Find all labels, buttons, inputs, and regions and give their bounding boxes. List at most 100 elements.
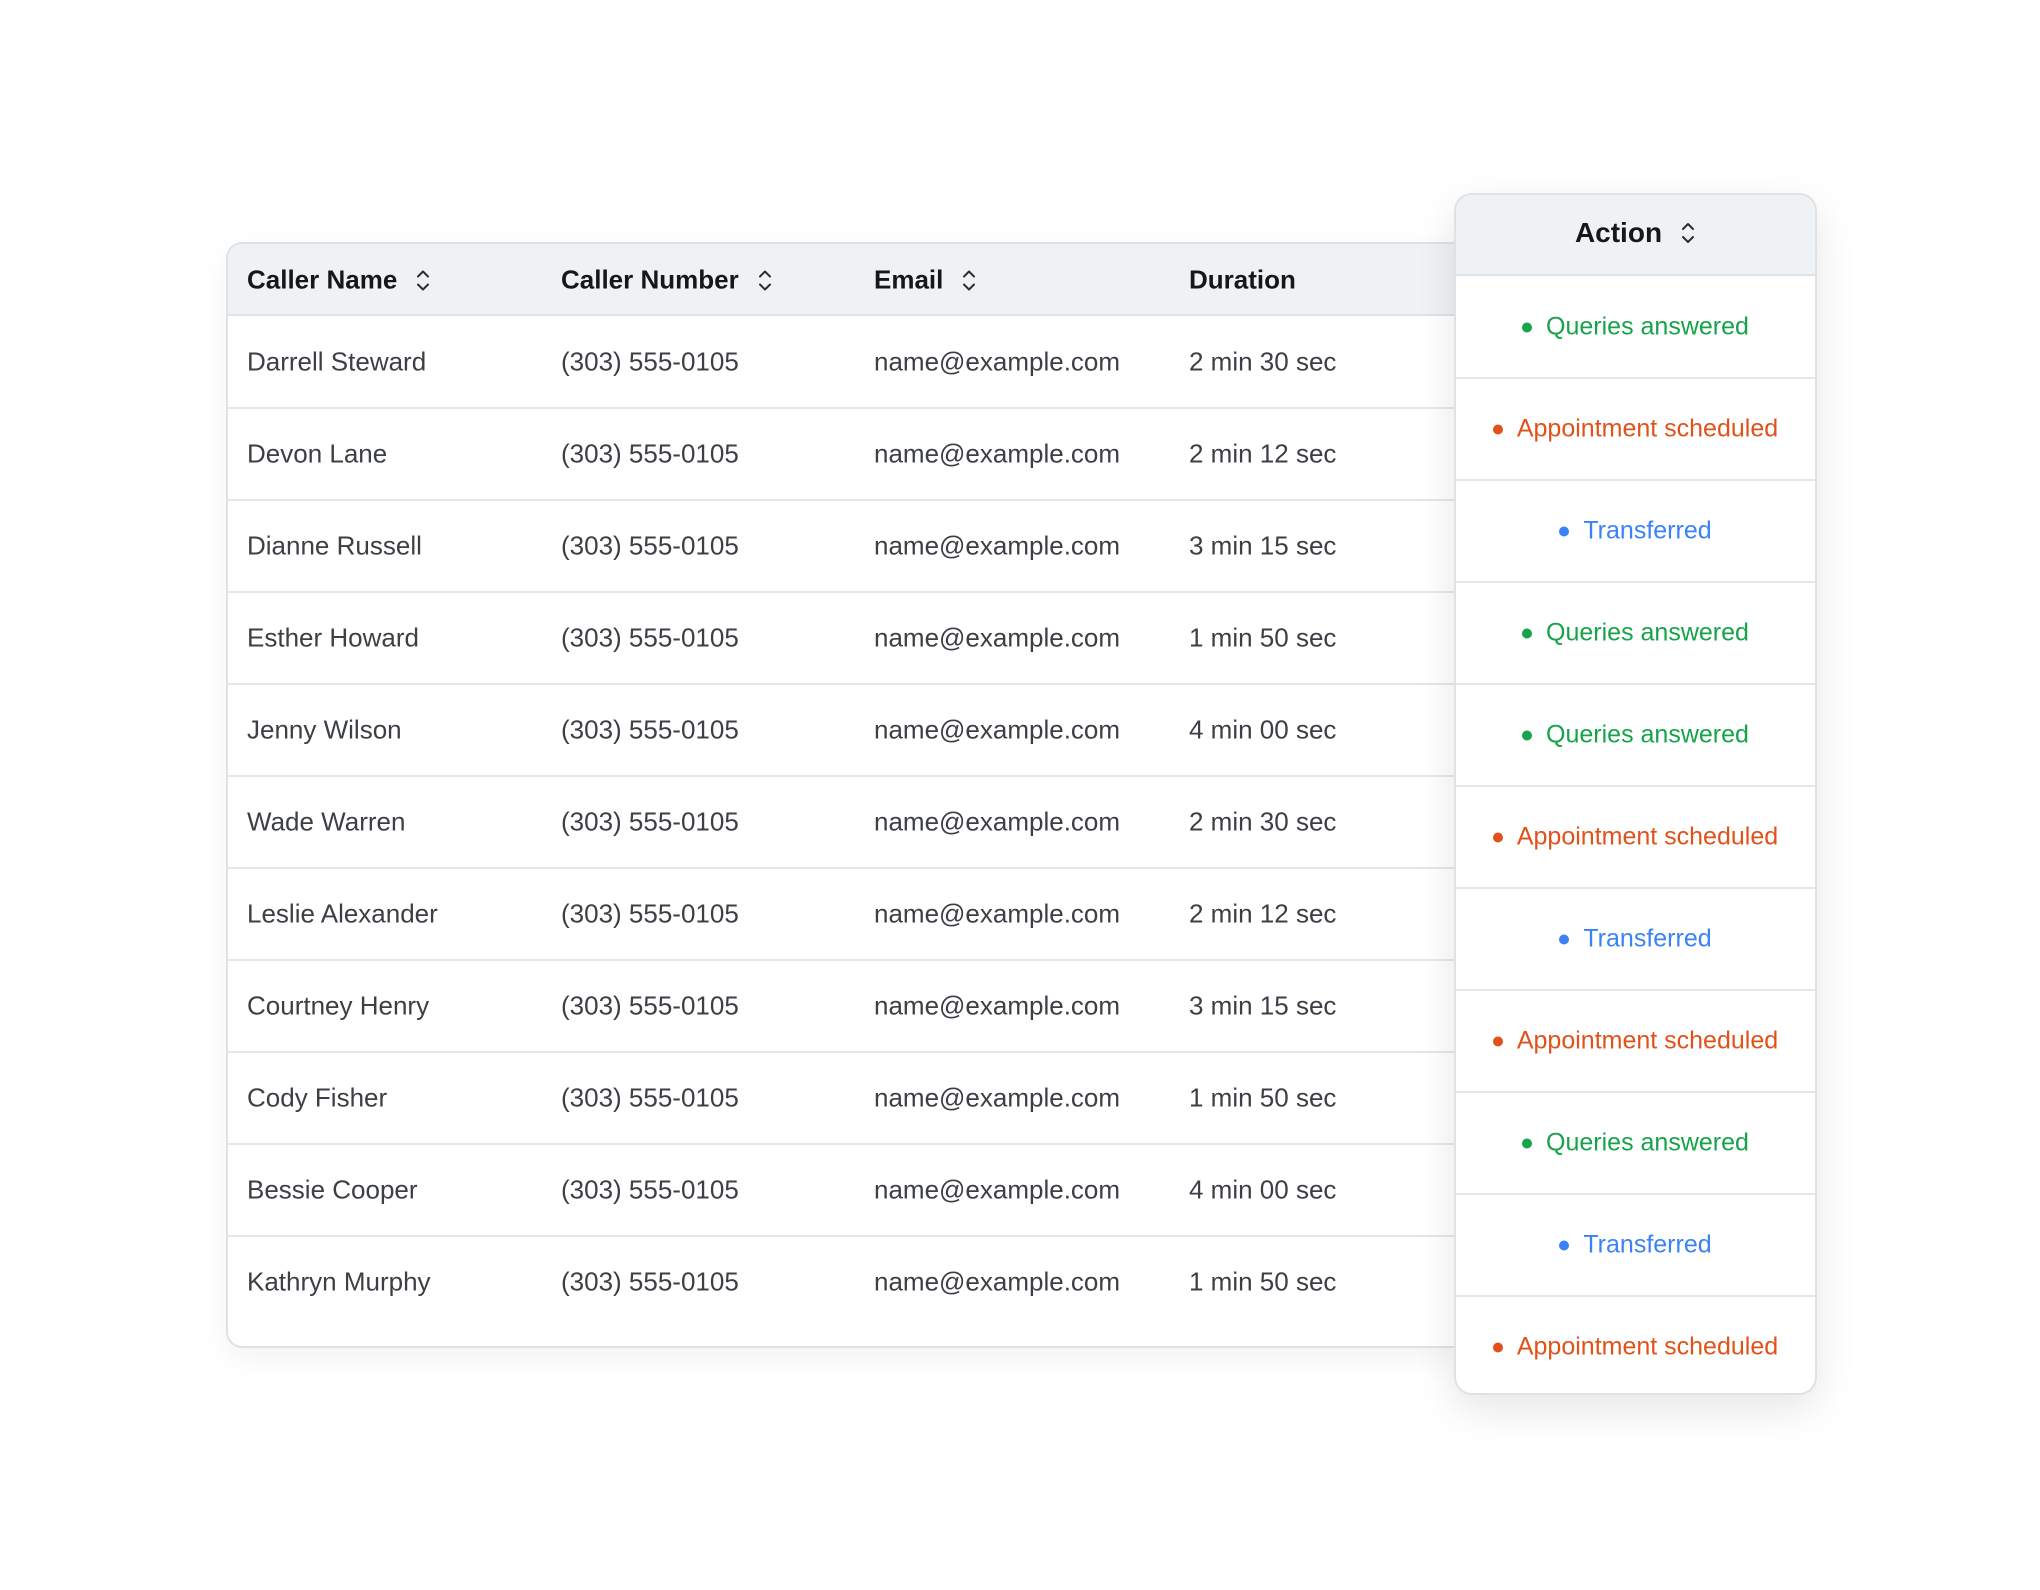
status-dot — [1522, 322, 1533, 332]
table-cell: Leslie Alexander — [247, 898, 438, 929]
status-badge: Queries answered — [1456, 619, 1815, 648]
row-divider — [228, 683, 1466, 685]
status-text: Transferred — [1583, 924, 1712, 953]
table-cell: 3 min 15 sec — [1189, 530, 1337, 561]
row-divider — [1456, 887, 1815, 889]
table-cell: name@example.com — [874, 898, 1121, 929]
status-text: Queries answered — [1546, 618, 1749, 647]
row-divider — [228, 1051, 1466, 1053]
column-header: Duration — [1189, 265, 1296, 296]
status-dot — [1492, 1342, 1503, 1352]
status-dot — [1559, 526, 1570, 536]
table-cell: (303) 555-0105 — [561, 346, 739, 377]
row-divider — [1456, 479, 1815, 481]
table-cell: Dianne Russell — [247, 530, 422, 561]
column-header[interactable]: Caller Number — [561, 265, 773, 296]
status-text: Appointment scheduled — [1516, 822, 1779, 851]
status-text: Queries answered — [1546, 1128, 1749, 1157]
table-cell: name@example.com — [874, 1266, 1121, 1297]
column-header-text: Caller Name — [247, 264, 398, 295]
status-badge: Transferred — [1456, 1231, 1815, 1260]
table-cell: Jenny Wilson — [247, 714, 402, 745]
table-cell: 1 min 50 sec — [1189, 1082, 1337, 1113]
table-cell: 2 min 12 sec — [1189, 438, 1337, 469]
status-dot — [1492, 424, 1503, 434]
status-badge: Appointment scheduled — [1456, 1027, 1815, 1056]
table-cell: (303) 555-0105 — [561, 1174, 739, 1205]
column-header-text: Email — [874, 264, 944, 295]
table-cell: (303) 555-0105 — [561, 714, 739, 745]
action-header: Action — [1456, 195, 1815, 276]
table-cell: Bessie Cooper — [247, 1174, 418, 1205]
table-cell: Courtney Henry — [247, 990, 430, 1021]
table-cell: name@example.com — [874, 1082, 1121, 1113]
table-header: Caller Name Caller Number Email Duration — [228, 244, 1466, 316]
status-dot — [1522, 1138, 1533, 1148]
status-dot — [1559, 934, 1570, 944]
column-header[interactable]: Email — [874, 265, 977, 296]
sort-icon[interactable] — [415, 267, 431, 293]
table-cell: 4 min 00 sec — [1189, 714, 1337, 745]
status-badge: Transferred — [1456, 517, 1815, 546]
status-text: Appointment scheduled — [1516, 1332, 1779, 1361]
row-divider — [228, 591, 1466, 593]
table-cell: (303) 555-0105 — [561, 438, 739, 469]
column-header-text: Action — [1574, 217, 1663, 248]
status-dot — [1522, 730, 1533, 740]
row-divider — [1456, 683, 1815, 685]
table-cell: (303) 555-0105 — [561, 990, 739, 1021]
row-divider — [228, 1143, 1466, 1145]
table-cell: name@example.com — [874, 346, 1121, 377]
row-divider — [1456, 581, 1815, 583]
table-cell: name@example.com — [874, 622, 1121, 653]
row-divider — [1456, 1193, 1815, 1195]
row-divider — [228, 1235, 1466, 1237]
row-divider — [228, 499, 1466, 501]
table-cell: name@example.com — [874, 1174, 1121, 1205]
action-panel: Action Queries answered Appointment sched… — [1454, 193, 1817, 1395]
sort-icon[interactable] — [1680, 220, 1696, 246]
table-cell: (303) 555-0105 — [561, 1082, 739, 1113]
table-cell: (303) 555-0105 — [561, 530, 739, 561]
status-dot — [1492, 1036, 1503, 1046]
row-divider — [228, 867, 1466, 869]
table-cell: name@example.com — [874, 714, 1121, 745]
row-divider — [1456, 989, 1815, 991]
status-dot — [1492, 832, 1503, 842]
table-cell: name@example.com — [874, 530, 1121, 561]
status-badge: Appointment scheduled — [1456, 1333, 1815, 1362]
status-dot — [1559, 1240, 1570, 1250]
status-text: Transferred — [1583, 1230, 1712, 1259]
status-text: Transferred — [1583, 516, 1712, 545]
sort-icon[interactable] — [757, 267, 773, 293]
status-text: Queries answered — [1546, 720, 1749, 749]
status-text: Queries answered — [1546, 312, 1749, 341]
table-cell: 1 min 50 sec — [1189, 1266, 1337, 1297]
row-divider — [228, 959, 1466, 961]
status-text: Appointment scheduled — [1516, 414, 1779, 443]
table-cell: 2 min 30 sec — [1189, 346, 1337, 377]
row-divider — [1456, 785, 1815, 787]
status-badge: Queries answered — [1456, 1129, 1815, 1158]
column-header-text: Caller Number — [561, 264, 739, 295]
column-header[interactable]: Action — [1456, 217, 1815, 249]
sort-icon[interactable] — [961, 267, 977, 293]
table-cell: name@example.com — [874, 806, 1121, 837]
table-cell: 2 min 12 sec — [1189, 898, 1337, 929]
status-text: Appointment scheduled — [1516, 1026, 1779, 1055]
table-cell: Cody Fisher — [247, 1082, 388, 1113]
row-divider — [228, 775, 1466, 777]
table-cell: (303) 555-0105 — [561, 898, 739, 929]
table-cell: Esther Howard — [247, 622, 419, 653]
table-cell: name@example.com — [874, 990, 1121, 1021]
table-cell: Kathryn Murphy — [247, 1266, 431, 1297]
row-divider — [1456, 1091, 1815, 1093]
table-cell: (303) 555-0105 — [561, 1266, 739, 1297]
column-header[interactable]: Caller Name — [247, 265, 431, 296]
row-divider — [1456, 1295, 1815, 1297]
status-badge: Queries answered — [1456, 721, 1815, 750]
table-cell: 4 min 00 sec — [1189, 1174, 1337, 1205]
status-dot — [1522, 628, 1533, 638]
row-divider — [1456, 377, 1815, 379]
